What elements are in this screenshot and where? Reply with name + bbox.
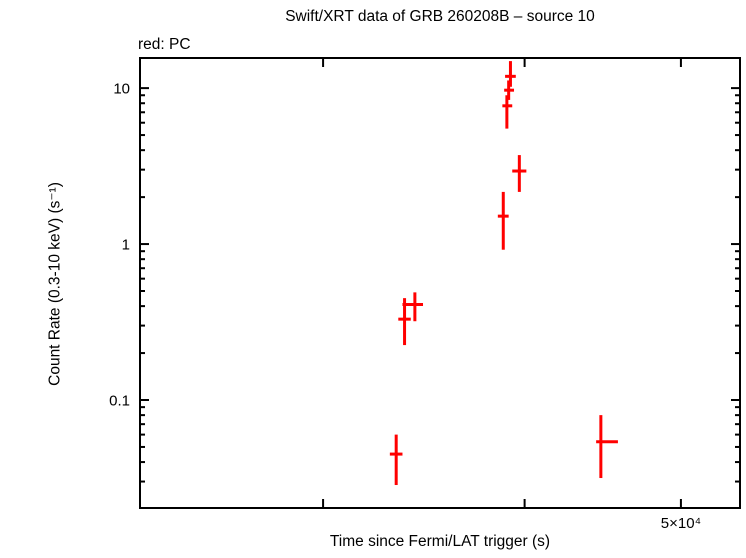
data-point: [398, 298, 411, 346]
chart-title: Swift/XRT data of GRB 260208B – source 1…: [285, 8, 595, 25]
series-pc: [389, 61, 618, 486]
data-point: [389, 434, 403, 486]
x-tick-label: 5×10⁴: [661, 515, 701, 532]
y-tick-label: 0.1: [109, 392, 130, 409]
data-point: [505, 61, 516, 87]
y-tick-label: 10: [113, 80, 130, 97]
axis-ticks: [140, 58, 740, 508]
data-point: [504, 80, 515, 100]
data-point: [497, 191, 509, 250]
data-point: [596, 415, 618, 479]
data-point: [512, 155, 527, 192]
plot-frame: [139, 57, 741, 509]
data-point: [502, 95, 513, 129]
x-axis-label: Time since Fermi/LAT trigger (s): [329, 533, 551, 550]
mode-legend: red: PC: [138, 36, 191, 53]
data-point: [402, 292, 424, 322]
y-tick-label: 1: [122, 236, 130, 253]
y-axis-label: Count Rate (0.3-10 keV) (s⁻¹): [46, 182, 64, 386]
